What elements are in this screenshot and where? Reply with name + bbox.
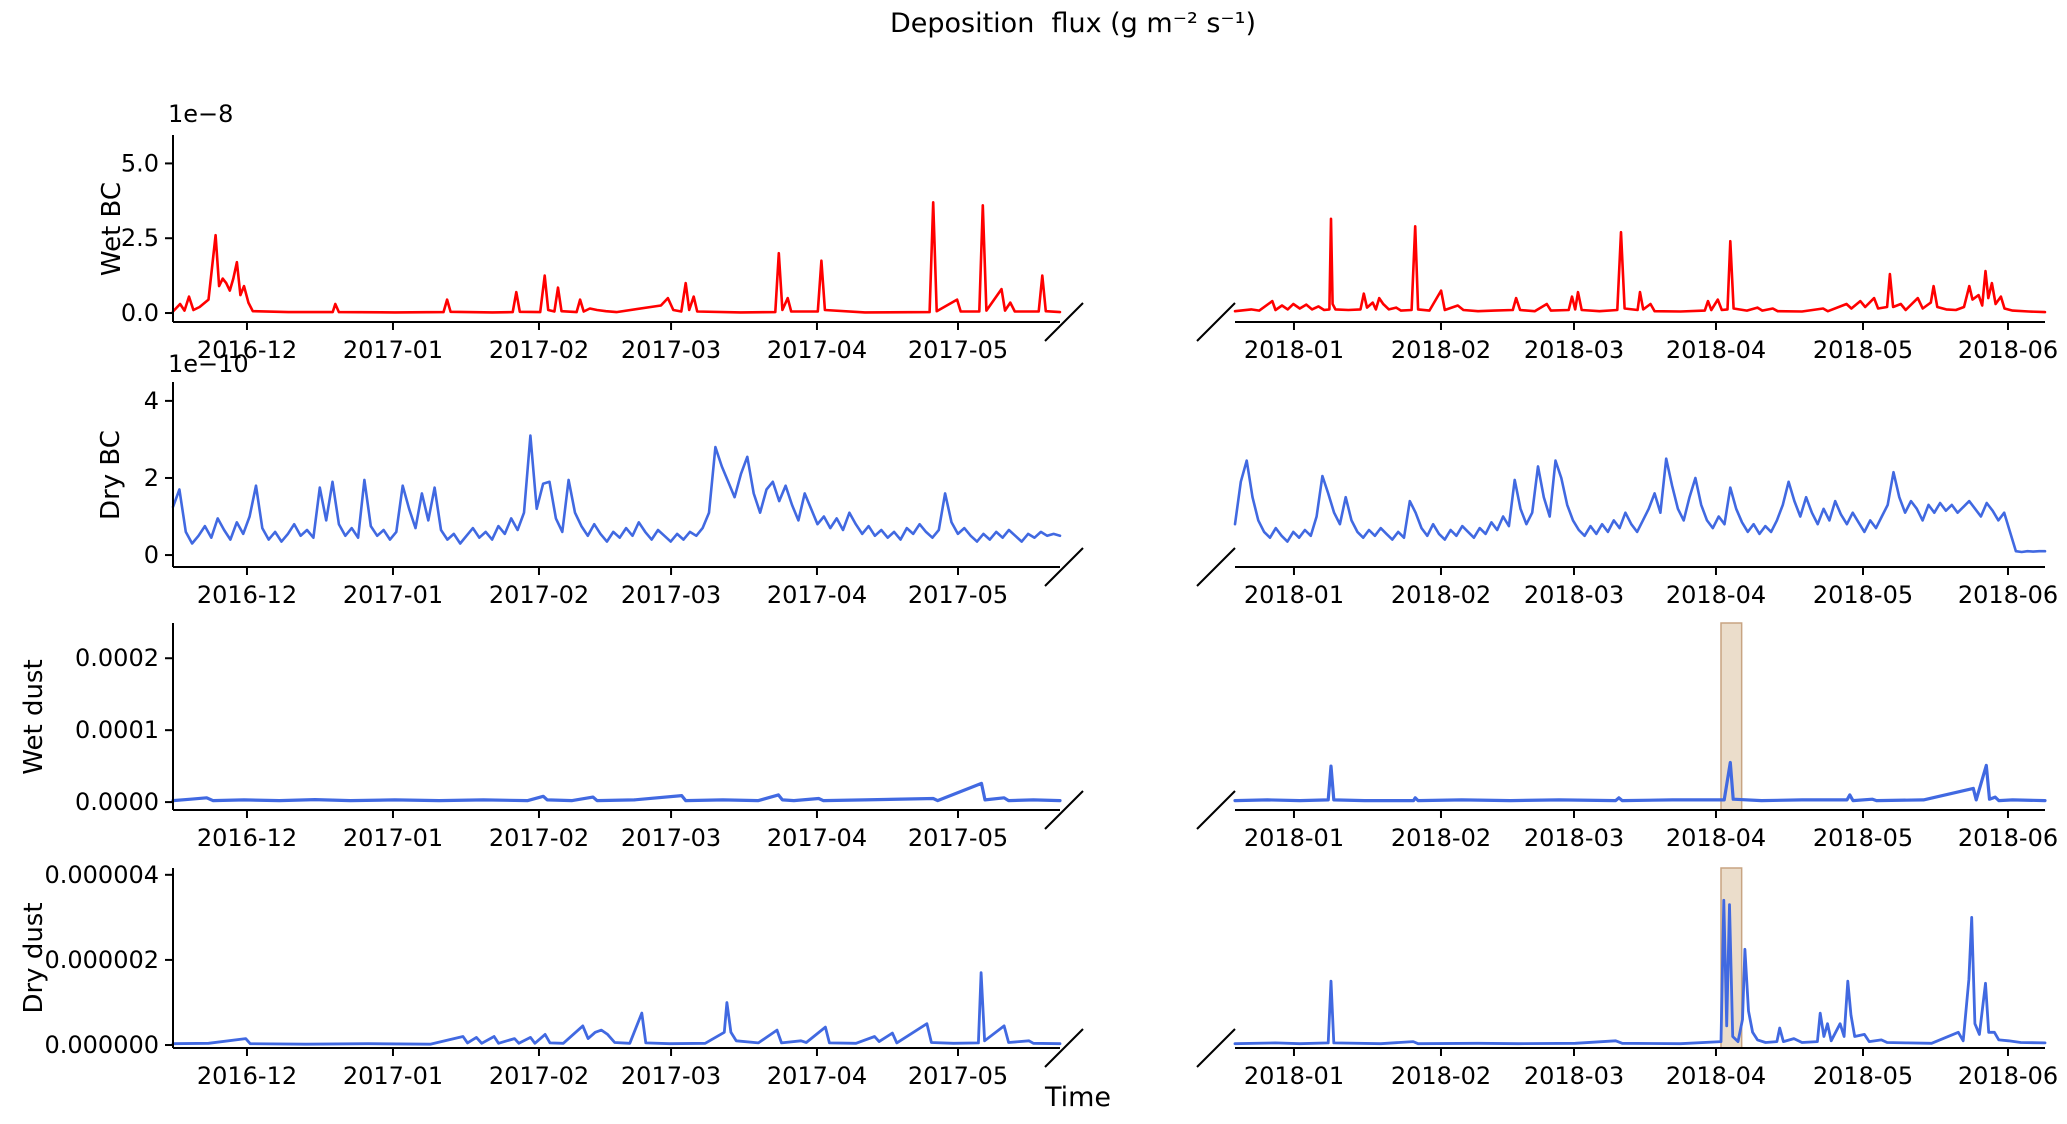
- axis-break-slash: [1196, 547, 1236, 587]
- x-tick-label: 2017-05: [908, 581, 1008, 609]
- x-tick-label: 2017-05: [908, 824, 1008, 852]
- x-tick-label: 2016-12: [197, 1062, 297, 1090]
- axis-break-slash: [1196, 790, 1236, 830]
- x-tick-label: 2018-02: [1391, 581, 1491, 609]
- y-tick-label: 0.0000: [75, 788, 159, 816]
- y-tick-label: 0.000000: [44, 1031, 159, 1059]
- y-tick-label: 4: [144, 387, 159, 415]
- x-tick-label: 2018-06: [1958, 824, 2058, 852]
- x-tick-label: 2018-03: [1524, 1062, 1624, 1090]
- x-tick-label: 2018-02: [1391, 336, 1491, 364]
- x-tick-label: 2018-05: [1813, 336, 1913, 364]
- x-tick-label: 2016-12: [197, 336, 297, 364]
- x-tick-label: 2018-04: [1666, 1062, 1766, 1090]
- x-tick-label: 2018-04: [1666, 336, 1766, 364]
- x-tick-label: 2017-01: [343, 336, 443, 364]
- x-tick-label: 2017-05: [908, 1062, 1008, 1090]
- x-tick-label: 2017-03: [621, 581, 721, 609]
- x-tick-label: 2017-05: [908, 336, 1008, 364]
- x-tick-label: 2018-06: [1958, 581, 2058, 609]
- panel-dry-dust-left: 0.000000 0.000002 0.000004 2016-12 2017-01 20…: [44, 861, 1084, 1090]
- x-tick-label: 2017-02: [489, 336, 589, 364]
- x-tick-label: 2018-02: [1391, 1062, 1491, 1090]
- y-tick-label: 0.000004: [44, 861, 159, 889]
- axis-break-slash: [1044, 1028, 1084, 1068]
- x-tick-label: 2018-01: [1244, 824, 1344, 852]
- y-tick-label: 0.0002: [75, 644, 159, 672]
- y-tick-label: 5.0: [121, 149, 159, 177]
- y-tick-label: 0.000002: [44, 946, 159, 974]
- axis-break-slash: [1044, 790, 1084, 830]
- x-tick-label: 2017-02: [489, 1062, 589, 1090]
- x-tick-label: 2018-05: [1813, 1062, 1913, 1090]
- x-tick-label: 2018-06: [1958, 336, 2058, 364]
- axis-break-slash: [1196, 302, 1236, 342]
- data-series: [1233, 217, 2047, 314]
- offset-label-dry-bc: 1e−10: [168, 350, 249, 378]
- x-tick-label: 2017-01: [343, 1062, 443, 1090]
- x-tick-label: 2018-04: [1666, 581, 1766, 609]
- axis-break-slash: [1196, 1028, 1236, 1068]
- x-tick-label: 2016-12: [197, 581, 297, 609]
- panel-wet-bc-right: 2018-01 2018-02 2018-03 2018-04 2018-05 2018-…: [1196, 217, 2058, 364]
- panel-wet-bc-left: 0.0 2.5 5.0 2016-12 2017-01 2017-02 2017-03 201…: [121, 135, 1084, 364]
- x-tick-label: 2017-04: [767, 336, 867, 364]
- x-tick-label: 2017-02: [489, 581, 589, 609]
- x-tick-label: 2017-04: [767, 824, 867, 852]
- data-series: [171, 434, 1062, 545]
- panel-dry-bc-right: 2018-01 2018-02 2018-03 2018-04 2018-05 2018-…: [1196, 457, 2058, 609]
- data-series: [1233, 898, 2047, 1046]
- x-tick-label: 2018-01: [1244, 581, 1344, 609]
- offset-label-wet-bc: 1e−8: [168, 100, 234, 128]
- axis-break-slash: [1044, 302, 1084, 342]
- panel-wet-dust-left: 0.0000 0.0001 0.0002 2016-12 2017-01 2017-02 2…: [75, 623, 1084, 852]
- x-tick-label: 2017-02: [489, 824, 589, 852]
- x-tick-label: 2018-06: [1958, 1062, 2058, 1090]
- y-tick-label: 0.0001: [75, 716, 159, 744]
- x-tick-label: 2017-01: [343, 824, 443, 852]
- x-tick-label: 2018-02: [1391, 824, 1491, 852]
- x-tick-label: 2018-03: [1524, 336, 1624, 364]
- figure-title: Deposition flux (g m⁻² s⁻¹): [889, 8, 1257, 39]
- y-tick-label: 2: [144, 464, 159, 492]
- x-tick-label: 2017-01: [343, 581, 443, 609]
- x-tick-label: 2018-03: [1524, 824, 1624, 852]
- y-tick-label: 0.0: [121, 299, 159, 327]
- panel-wet-dust-right: 2018-01 2018-02 2018-03 2018-04 2018-05 2018-…: [1196, 622, 2058, 852]
- data-series: [1233, 457, 2047, 554]
- x-tick-label: 2016-12: [197, 824, 297, 852]
- x-tick-label: 2017-03: [621, 1062, 721, 1090]
- data-series: [171, 201, 1062, 314]
- axis-break-slash: [1044, 547, 1084, 587]
- x-tick-label: 2017-04: [767, 1062, 867, 1090]
- data-series: [171, 971, 1062, 1046]
- panel-dry-dust-right: 2018-01 2018-02 2018-03 2018-04 2018-05 2018-…: [1196, 867, 2058, 1090]
- data-series: [1233, 760, 2047, 803]
- x-tick-label: 2018-04: [1666, 824, 1766, 852]
- x-tick-label: 2018-05: [1813, 581, 1913, 609]
- y-tick-label: 2.5: [121, 224, 159, 252]
- x-tick-label: 2017-04: [767, 581, 867, 609]
- x-tick-label: 2018-01: [1244, 336, 1344, 364]
- x-tick-label: 2018-03: [1524, 581, 1624, 609]
- x-tick-label: 2018-01: [1244, 1062, 1344, 1090]
- panel-dry-bc-left: 0 2 4 2016-12 2017-01 2017-02 2017-03 2017-04 20…: [144, 382, 1084, 609]
- xaxis-title: Time: [1044, 1082, 1112, 1113]
- y-tick-label: 0: [144, 541, 159, 569]
- x-tick-label: 2018-05: [1813, 824, 1913, 852]
- x-tick-label: 2017-03: [621, 336, 721, 364]
- data-series: [171, 781, 1062, 803]
- x-tick-label: 2017-03: [621, 824, 721, 852]
